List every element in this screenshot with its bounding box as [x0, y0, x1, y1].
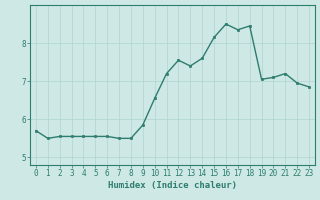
X-axis label: Humidex (Indice chaleur): Humidex (Indice chaleur)	[108, 181, 237, 190]
